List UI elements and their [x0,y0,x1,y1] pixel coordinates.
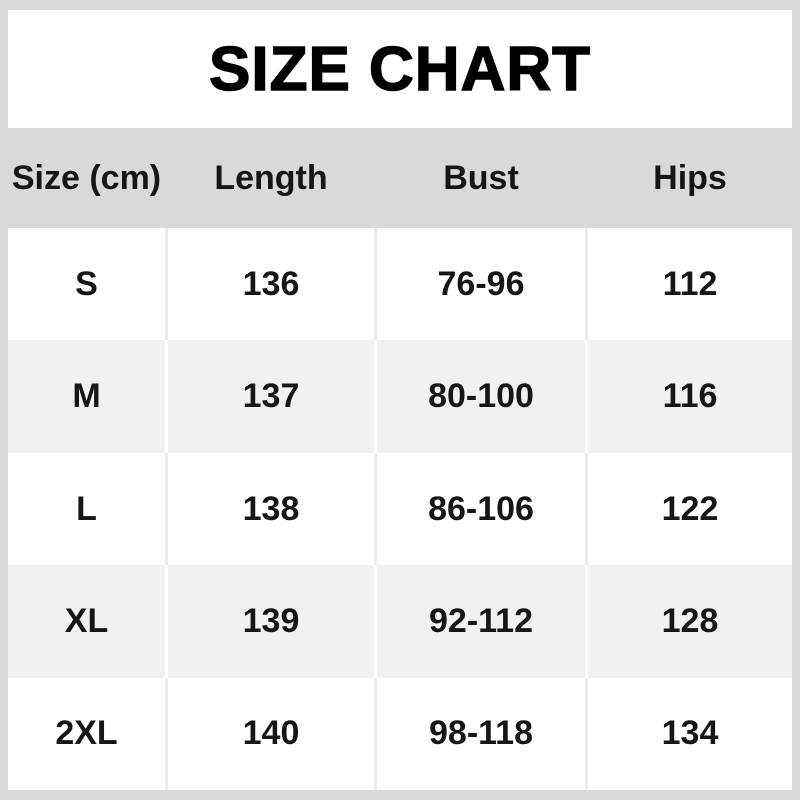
table-body: S 136 76-96 112 M 137 80-100 116 L 138 8… [8,228,792,791]
cell-length: 136 [168,228,374,341]
table-row-s: S 136 76-96 112 [8,228,792,341]
header-hips: Hips [653,158,727,197]
cell-length: 139 [168,565,374,678]
table-row-2xl: 2XL 140 98-118 134 [8,677,792,791]
cell-length: 138 [168,452,374,566]
cell-size: M [8,340,165,453]
table-header-row: Size (cm) Length Bust Hips [0,128,800,228]
table-row-m: M 137 80-100 116 [8,340,792,453]
cell-size: S [8,228,165,341]
cell-size: 2XL [8,677,165,791]
cell-bust: 76-96 [377,228,585,341]
header-length: Length [214,158,328,197]
header-size: Size (cm) [11,158,162,197]
cell-bust: 80-100 [377,340,585,453]
header-bust: Bust [443,158,519,197]
cell-hips: 122 [588,452,792,566]
cell-bust: 98-118 [377,677,585,791]
cell-size: XL [8,565,165,678]
table-row-l: L 138 86-106 122 [8,452,792,566]
page-title: SIZE CHART [208,34,591,105]
cell-hips: 134 [588,677,792,791]
cell-size: L [8,452,165,566]
cell-bust: 92-112 [377,565,585,678]
cell-length: 137 [168,340,374,453]
cell-length: 140 [168,677,374,791]
table-row-xl: XL 139 92-112 128 [8,565,792,678]
cell-bust: 86-106 [377,452,585,566]
cell-hips: 116 [588,340,792,453]
cell-hips: 112 [588,228,792,341]
title-card: SIZE CHART [8,10,792,128]
cell-hips: 128 [588,565,792,678]
